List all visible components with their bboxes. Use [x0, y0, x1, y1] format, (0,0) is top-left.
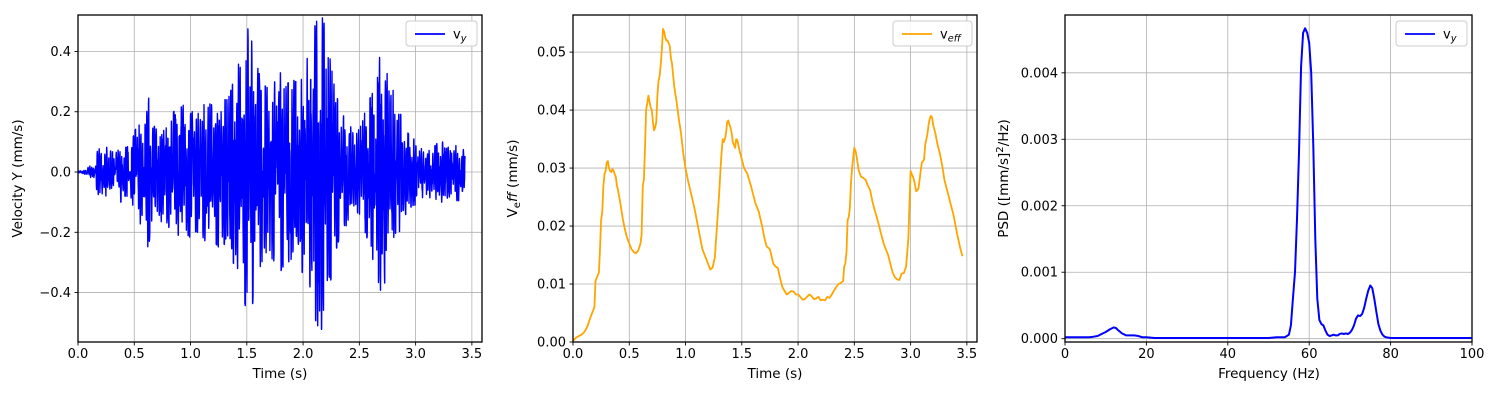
legend-label: vy​ — [453, 28, 467, 45]
y-tick-label: 0.2 — [50, 105, 71, 120]
y-tick-label: 0.01 — [537, 278, 566, 293]
y-tick-label: 0.002 — [1021, 199, 1058, 214]
plot-border — [1064, 14, 1473, 343]
plot-border — [572, 14, 978, 343]
label-part: /Hz) — [996, 119, 1012, 146]
x-tick-label: 3.0 — [405, 347, 426, 362]
x-tick-label: 100 — [1460, 347, 1485, 362]
label-part: y — [460, 34, 467, 45]
grid — [572, 15, 977, 343]
x-tick-label: 60 — [1301, 347, 1318, 362]
x-tick-label: 2.0 — [788, 347, 809, 362]
y-tick-label: 0.05 — [537, 46, 566, 61]
x-tick-label: 0.0 — [68, 347, 89, 362]
subplot-velocity-time: 0.0 0.5 1.0 1.5 2.0 2.5 3.0 3.5 −0.4 −0.2 0.0 0.2 0.… — [10, 14, 483, 362]
label-part: V — [505, 207, 521, 217]
axis-ticks: 0.0 0.5 1.0 1.5 2.0 2.5 3.0 3.5 −0.4 −0.2 0.0 0.2 0.… — [39, 45, 482, 362]
y-tick-label: 0.000 — [1021, 332, 1058, 347]
y-tick-label: 0.0 — [50, 166, 71, 181]
ylabel-veff-time: Ve​ff (mm/s) — [505, 140, 523, 218]
ylabel-velocity-time: Velocity Y (mm/s) — [10, 119, 26, 237]
x-tick-label: 2.5 — [844, 347, 865, 362]
x-tick-label: 2.0 — [293, 347, 314, 362]
y-tick-label: 0.03 — [537, 162, 566, 177]
grid — [1064, 15, 1473, 342]
legend: veff​ — [892, 20, 973, 47]
x-tick-label: 1.0 — [675, 347, 696, 362]
y-tick-label: −0.2 — [39, 226, 71, 241]
x-tick-label: 2.5 — [349, 347, 370, 362]
label-part: v — [940, 28, 948, 43]
x-tick-label: 0.5 — [619, 347, 640, 362]
plot-border — [77, 14, 483, 343]
x-tick-label: 1.5 — [731, 347, 752, 362]
x-tick-label: 1.5 — [236, 347, 257, 362]
y-tick-label: 0.001 — [1021, 266, 1058, 281]
x-tick-label: 3.5 — [462, 347, 483, 362]
x-tick-label: 20 — [1138, 347, 1155, 362]
label-part: PSD ([mm/s] — [996, 153, 1012, 238]
y-tick-label: 0.04 — [537, 104, 566, 119]
x-tick-label: 3.0 — [900, 347, 921, 362]
legend-box — [892, 20, 973, 47]
label-part: 2 — [995, 146, 1006, 152]
label-part: v — [1443, 28, 1451, 43]
y-tick-label: 0.4 — [50, 45, 71, 60]
x-tick-label: 0.5 — [124, 347, 145, 362]
subplot-veff-time: 0.0 0.5 1.0 1.5 2.0 2.5 3.0 3.5 0.00 0.01 0.02 0.03… — [505, 14, 978, 362]
legend: vy​ — [405, 20, 478, 47]
y-tick-label: 0.02 — [537, 220, 566, 235]
x-tick-label: 80 — [1382, 347, 1399, 362]
x-tick-label: 3.5 — [957, 347, 978, 362]
label-part: (mm/s) — [505, 140, 521, 193]
label-part: ff — [505, 191, 521, 202]
legend-label: veff​ — [940, 28, 962, 45]
xlabel-psd: Frequency (Hz) — [1218, 366, 1320, 382]
legend-label: vy​ — [1443, 28, 1457, 45]
series-line-psd-frequency — [1065, 27, 1472, 339]
xlabel-veff: Time (s) — [747, 366, 803, 382]
series-line-velocity-time — [77, 17, 466, 331]
x-tick-label: 1.0 — [180, 347, 201, 362]
xlabel-velocity: Time (s) — [252, 366, 308, 382]
y-tick-label: 0.004 — [1021, 66, 1058, 81]
x-tick-label: 0 — [1061, 347, 1069, 362]
axis-ticks: 0.0 0.5 1.0 1.5 2.0 2.5 3.0 3.5 0.00 0.01 0.02 0.03… — [537, 46, 977, 362]
x-tick-label: 0.0 — [563, 347, 584, 362]
axis-ticks: 0 20 40 60 80 100 0.000 0.001 0.002 0.003 0.004 — [1021, 66, 1485, 362]
label-part: y — [1450, 34, 1457, 45]
x-tick-label: 40 — [1220, 347, 1237, 362]
label-part: e — [512, 202, 523, 208]
y-tick-label: 0.003 — [1021, 133, 1058, 148]
legend: vy​ — [1395, 20, 1468, 47]
series-line-veff-time — [572, 27, 964, 342]
y-tick-label: 0.00 — [537, 336, 566, 351]
ylabel-psd-frequency: PSD ([mm/s]2​/Hz) — [995, 119, 1012, 238]
subplot-psd-frequency: 0 20 40 60 80 100 0.000 0.001 0.002 0.003 0.004 PSD… — [995, 14, 1485, 362]
label-part: eff — [948, 34, 962, 45]
label-part: Velocity Y (mm/s) — [10, 119, 26, 237]
label-part: v — [453, 28, 461, 43]
y-tick-label: −0.4 — [39, 286, 71, 301]
